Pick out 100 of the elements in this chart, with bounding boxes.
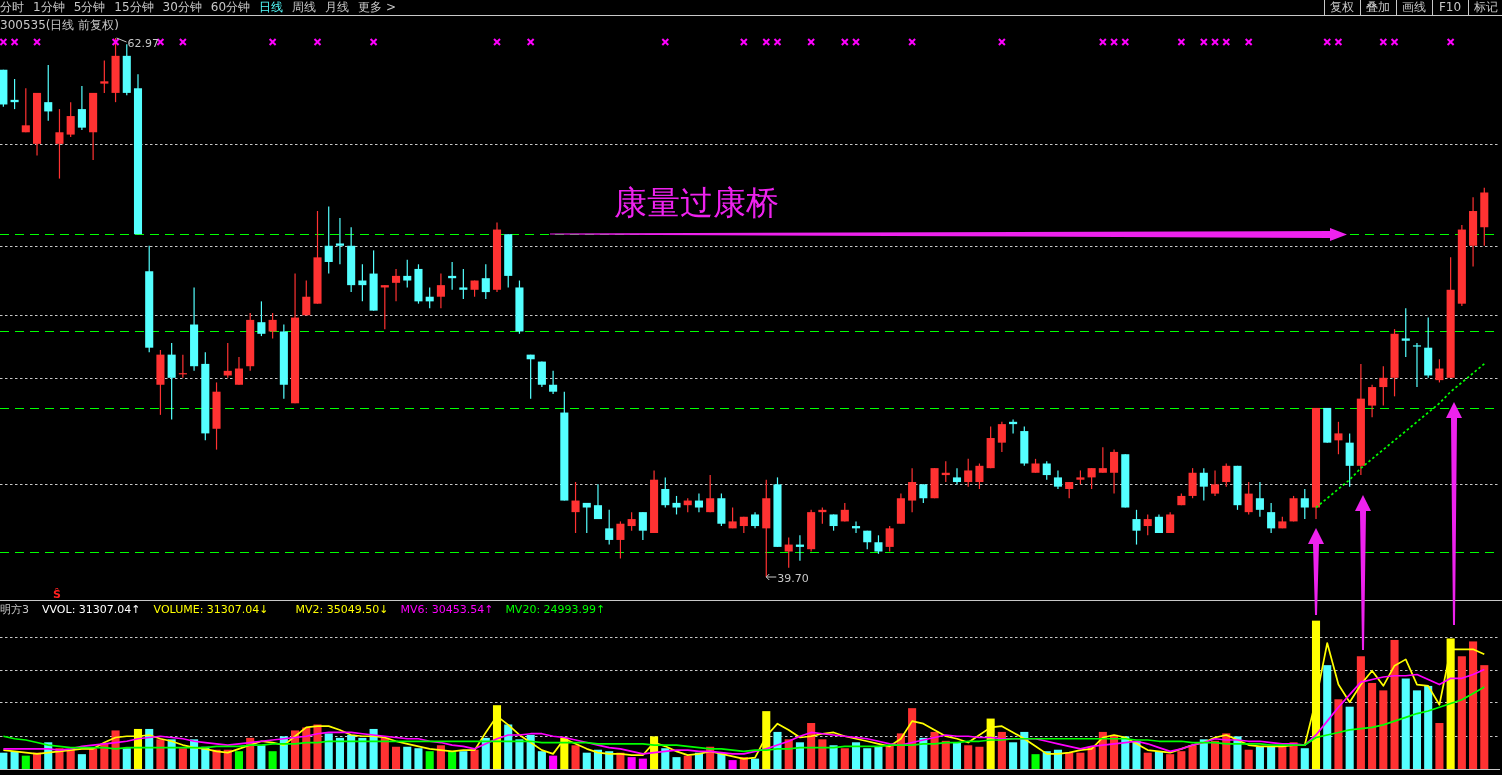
bar [313,724,322,769]
candlestick [661,476,670,509]
bar [234,751,244,769]
bar [672,757,681,769]
text: MV6: 30453.54↑ [400,603,494,616]
bar [1255,746,1264,769]
bar [964,745,973,769]
candlestick [324,205,333,275]
bar [840,748,849,769]
candlestick [1188,467,1197,499]
bar [347,734,356,769]
bar [335,737,344,769]
bar [1424,685,1433,769]
candlestick [1210,469,1220,497]
chart-title: 300535(日线 前复权) [0,18,119,32]
bar [851,742,861,769]
bar [1368,682,1377,769]
candlestick [44,64,53,122]
candlestick [335,217,344,265]
bar [537,751,546,769]
bar [1401,678,1410,769]
text: 5分钟 [73,0,106,14]
candlestick [1255,481,1264,518]
bar [818,739,827,769]
candlestick [908,467,917,513]
candlestick [784,537,793,569]
candlestick [593,483,603,520]
bar [403,746,412,769]
candlestick [616,520,625,560]
bar [1009,742,1018,769]
candlestick [605,509,614,546]
candlestick [234,356,244,386]
text: 画线 [1402,0,1426,14]
candlestick [952,467,962,485]
bar [571,745,580,769]
candlestick [1222,462,1231,488]
bar [941,740,950,769]
bar [1345,706,1354,769]
bar [1435,723,1444,769]
bar [1300,748,1309,769]
bar [795,742,804,769]
bar [1154,751,1163,769]
bar [257,745,266,769]
candlestick [1345,432,1354,488]
bar [1278,745,1287,769]
bar [885,745,894,769]
candlestick [1087,467,1096,490]
candlestick [1401,307,1410,358]
bar [515,739,524,769]
candlestick [975,462,984,490]
candlestick [885,525,894,553]
bar [21,755,30,769]
bar [1334,699,1343,769]
text: 15分钟 [114,0,154,14]
text: 标记 [1473,0,1498,14]
candlestick [1300,488,1309,520]
candlestick [21,87,30,133]
bar [459,751,468,769]
bar [605,751,614,769]
candlestick [100,59,109,94]
bar [1457,656,1466,769]
candlestick [1289,495,1298,523]
bar [1031,754,1040,769]
bar [582,752,591,769]
bar [661,748,670,769]
candlestick [627,511,636,532]
candlestick [1379,365,1388,407]
bar [627,757,636,769]
bar [178,748,187,769]
candlestick [1244,481,1253,516]
bar [952,742,962,769]
text: 日线 [259,0,284,14]
bar [156,739,165,769]
bar [1199,739,1208,769]
candlestick [1435,358,1444,384]
bar [1143,752,1152,769]
candlestick [1334,421,1343,455]
candlestick [55,108,64,180]
candlestick [1267,502,1276,534]
candlestick [436,272,445,309]
candlestick [392,268,401,302]
bar [0,752,8,769]
candlestick [257,300,266,337]
bar [1177,751,1186,769]
candlestick [919,483,928,504]
candlestick [1098,446,1107,474]
bar [1076,752,1085,769]
bar [997,731,1006,769]
bar [1210,740,1220,769]
candlestick [638,511,647,541]
candlestick [302,279,311,316]
text: F10 [1438,0,1462,14]
bar [1323,665,1332,769]
annotation: 62.97 [127,37,160,50]
bar [1412,690,1422,769]
bar [10,751,19,769]
bar [392,746,401,769]
candlestick [1166,511,1175,534]
bar [874,746,883,769]
text: Ŝ [53,588,62,601]
